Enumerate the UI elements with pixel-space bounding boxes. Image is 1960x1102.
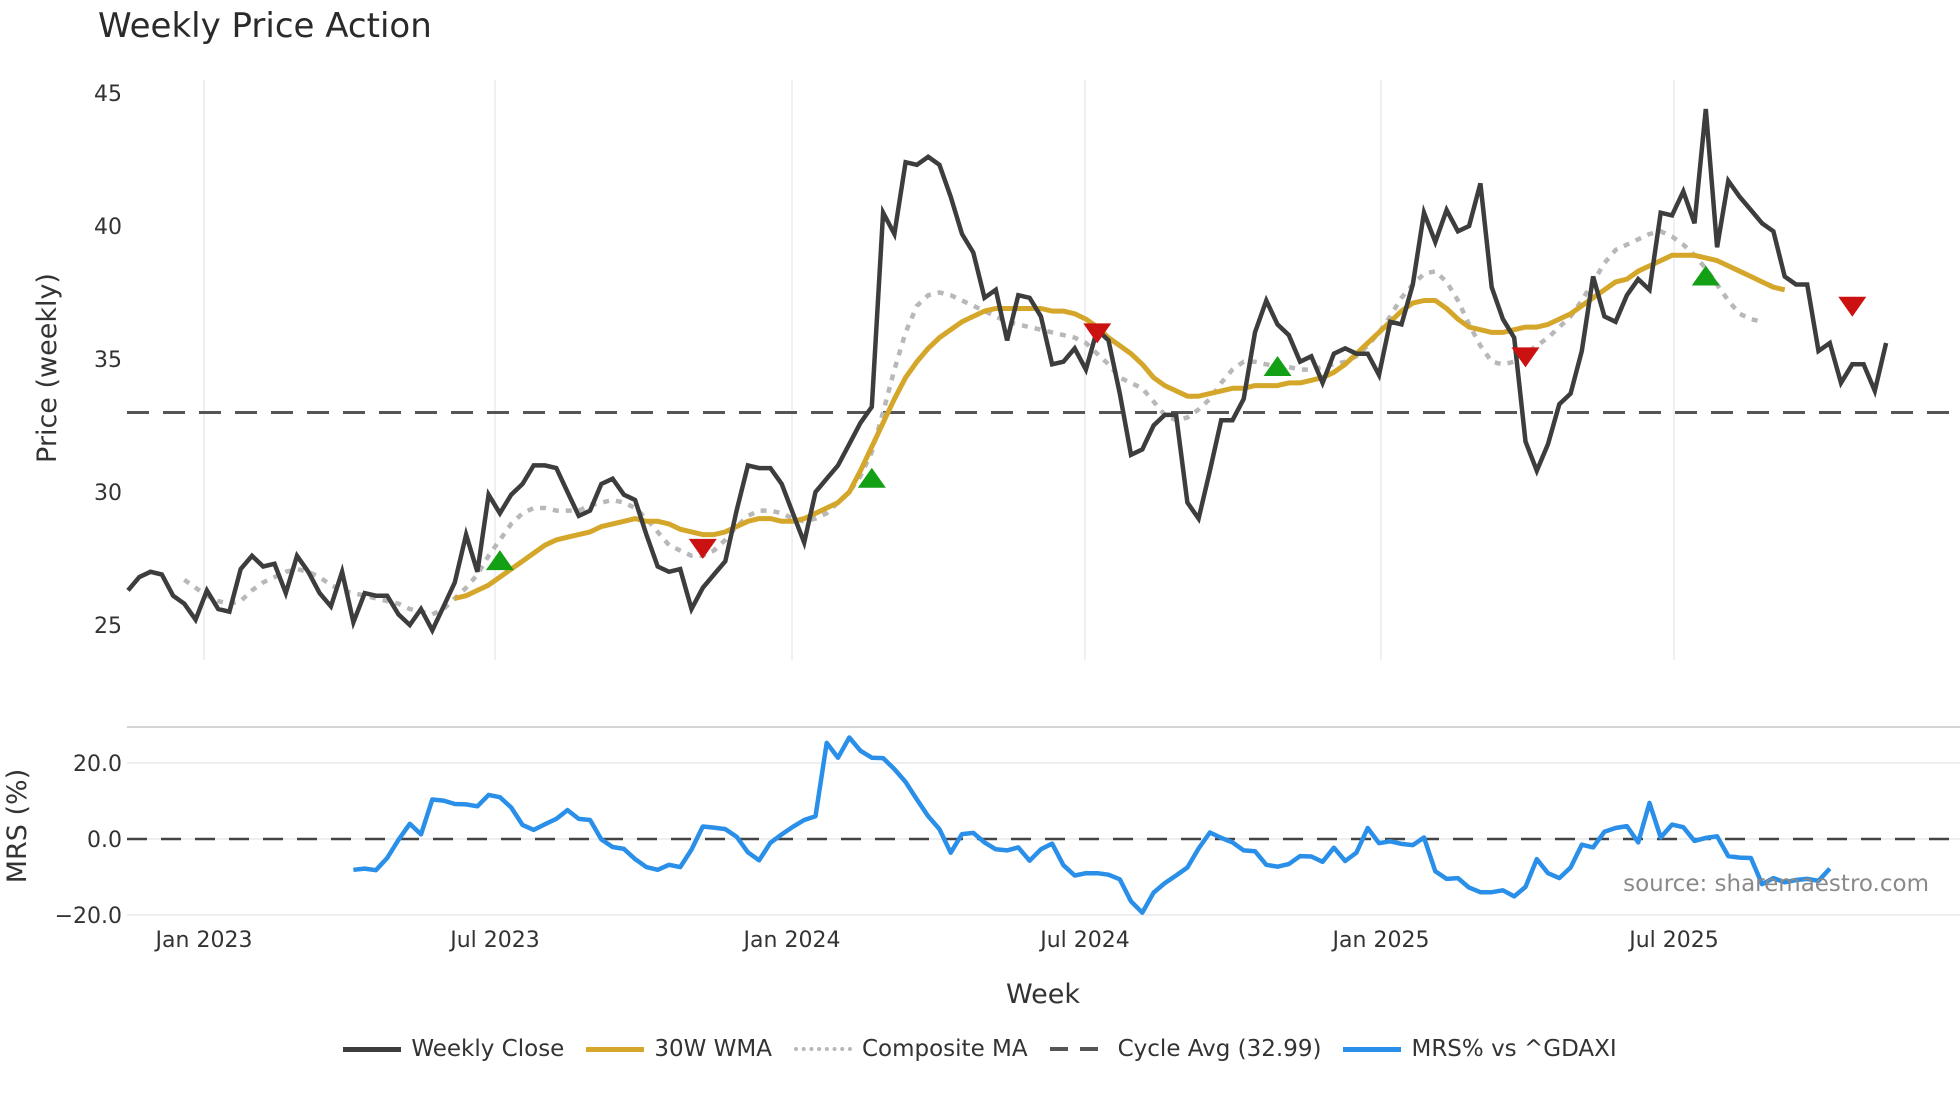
svg-text:Jan 2024: Jan 2024 bbox=[742, 928, 841, 953]
legend-label: Weekly Close bbox=[411, 1036, 565, 1062]
wma-swatch-icon bbox=[586, 1046, 645, 1052]
legend-item-cycle-avg[interactable]: Cycle Avg (32.99) bbox=[1049, 1036, 1322, 1062]
mrs-y-axis: 20.0 0.0 −20.0 bbox=[55, 752, 122, 929]
composite-ma-swatch-icon bbox=[793, 1047, 852, 1051]
svg-text:−20.0: −20.0 bbox=[55, 904, 122, 929]
svg-text:Jul 2023: Jul 2023 bbox=[448, 928, 540, 953]
mrs-y-axis-title: MRS (%) bbox=[2, 769, 33, 884]
cycle-avg-swatch-icon bbox=[1049, 1047, 1108, 1051]
legend-label: Cycle Avg (32.99) bbox=[1117, 1036, 1322, 1062]
buy-signal-icon bbox=[1691, 265, 1720, 286]
svg-text:40: 40 bbox=[94, 215, 122, 240]
svg-text:35: 35 bbox=[94, 348, 122, 373]
legend-label: MRS% vs ^GDAXI bbox=[1411, 1036, 1617, 1062]
legend-item-weekly-close[interactable]: Weekly Close bbox=[343, 1036, 564, 1062]
legend-item-composite-ma[interactable]: Composite MA bbox=[793, 1036, 1028, 1062]
sell-signal-icon bbox=[1083, 323, 1112, 344]
wma-30w-line bbox=[454, 252, 1786, 601]
legend-item-wma[interactable]: 30W WMA bbox=[586, 1036, 772, 1062]
mrs-grid bbox=[127, 762, 1960, 916]
legend-item-mrs[interactable]: MRS% vs ^GDAXI bbox=[1343, 1036, 1617, 1062]
svg-text:25: 25 bbox=[94, 614, 122, 639]
signal-markers bbox=[485, 265, 1867, 571]
sell-signal-icon bbox=[1511, 347, 1540, 368]
svg-text:45: 45 bbox=[94, 82, 122, 107]
buy-signal-icon bbox=[857, 467, 886, 488]
svg-text:30: 30 bbox=[94, 481, 122, 506]
svg-text:Jul 2025: Jul 2025 bbox=[1627, 928, 1719, 953]
sell-signal-icon bbox=[688, 538, 717, 559]
price-y-axis: 45 40 35 30 25 bbox=[94, 82, 122, 639]
weekly-close-swatch-icon bbox=[343, 1046, 402, 1052]
svg-text:Jul 2024: Jul 2024 bbox=[1038, 928, 1130, 953]
source-watermark: source: sharemaestro.com bbox=[1623, 871, 1929, 897]
mrs-line bbox=[353, 735, 1832, 915]
chart-title: Weekly Price Action bbox=[98, 6, 432, 46]
legend-label: 30W WMA bbox=[654, 1036, 772, 1062]
sell-signal-icon bbox=[1838, 296, 1867, 317]
legend: Weekly Close 30W WMA Composite MA Cycle … bbox=[0, 1036, 1960, 1062]
legend-label: Composite MA bbox=[861, 1036, 1028, 1062]
mrs-swatch-icon bbox=[1343, 1046, 1402, 1052]
x-axis-title: Week bbox=[1006, 979, 1080, 1010]
price-y-axis-title: Price (weekly) bbox=[32, 273, 63, 463]
svg-text:0.0: 0.0 bbox=[87, 828, 122, 853]
weekly-close-line bbox=[126, 108, 1889, 636]
svg-text:Jan 2023: Jan 2023 bbox=[154, 928, 253, 953]
composite-ma-line bbox=[182, 228, 1763, 617]
buy-signal-icon bbox=[1263, 355, 1292, 376]
buy-signal-icon bbox=[485, 550, 514, 571]
svg-text:Jan 2025: Jan 2025 bbox=[1331, 928, 1430, 953]
x-axis: Jan 2023 Jul 2023 Jan 2024 Jul 2024 Jan 2025… bbox=[154, 928, 1719, 953]
svg-text:20.0: 20.0 bbox=[73, 752, 122, 777]
